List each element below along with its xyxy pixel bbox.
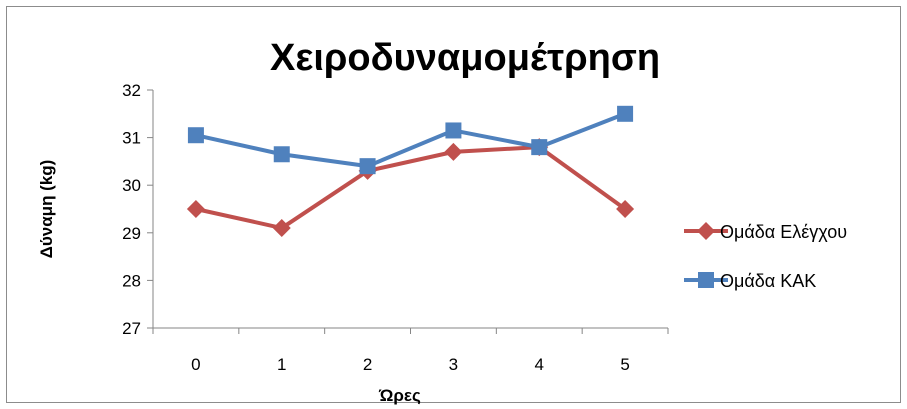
legend-marker	[698, 272, 714, 288]
data-point	[616, 200, 635, 218]
y-tick-label: 28	[122, 271, 141, 290]
legend: Ομάδα Ελέγχου Ομάδα ΚΑΚ	[684, 222, 847, 291]
series-line	[195, 145, 627, 231]
x-axis-title: Ώρες	[378, 386, 421, 405]
legend-marker	[697, 222, 715, 240]
y-tick-label: 30	[122, 176, 141, 195]
x-tick-label: 3	[449, 355, 458, 374]
legend-entry-2: Ομάδα ΚΑΚ	[684, 271, 816, 291]
x-tick-label: 2	[363, 355, 372, 374]
series-layer	[186, 105, 635, 238]
data-point	[531, 139, 548, 156]
axes: 27 28 29 30 31 32 0 1 2 3 4 5	[122, 81, 669, 374]
y-tick-label: 29	[122, 224, 141, 243]
legend-entry-1: Ομάδα Ελέγχου	[684, 222, 847, 242]
data-point	[272, 219, 291, 238]
legend-label: Ομάδα ΚΑΚ	[720, 271, 816, 291]
data-point	[359, 158, 376, 175]
data-point	[444, 142, 463, 161]
data-point	[445, 122, 462, 139]
x-tick-label: 1	[277, 355, 286, 374]
series-line	[195, 111, 626, 169]
data-point	[617, 105, 634, 122]
legend-label: Ομάδα Ελέγχου	[720, 222, 847, 242]
y-tick-label: 31	[122, 129, 141, 148]
x-tick-label: 0	[191, 355, 200, 374]
y-tick-label: 27	[122, 319, 141, 338]
x-tick-label: 5	[620, 355, 629, 374]
data-point	[186, 200, 205, 218]
y-axis-title: Δύναμη (kg)	[37, 160, 56, 259]
series-2	[187, 105, 634, 175]
data-point	[273, 146, 290, 163]
x-tick-label: 4	[535, 355, 544, 374]
chart-title: Χειροδυναμομέτρηση	[270, 37, 660, 79]
data-point	[187, 127, 204, 144]
y-tick-label: 32	[122, 81, 141, 100]
chart-frame	[6, 6, 901, 403]
series-1	[186, 138, 635, 238]
